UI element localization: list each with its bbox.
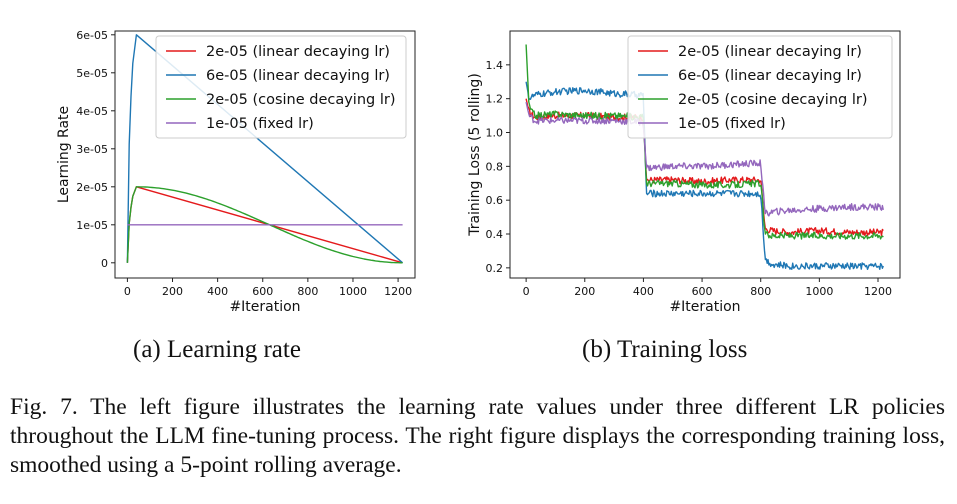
legend-label: 6e-05 (linear decaying lr) [206, 68, 390, 84]
series-line [525, 81, 884, 270]
learning-rate-chart: 0 200 400 600 800 1000 1200 0 1e-05 2e-05 3e-05 4e-… [56, 29, 416, 315]
x-tick-label: 600 [692, 285, 713, 298]
legend-label: 1e-05 (fixed lr) [206, 116, 314, 132]
y-tick-label: 1.0 [486, 127, 504, 140]
y-tick-label: 2e-05 [76, 181, 108, 194]
y-tick-label: 6e-05 [76, 29, 108, 42]
legend-box [627, 35, 893, 139]
y-axis-label: Learning Rate [56, 106, 72, 203]
x-tick-label: 800 [297, 285, 318, 298]
x-tick-label: 400 [207, 285, 228, 298]
x-tick-label: 1200 [384, 285, 412, 298]
x-tick-label: 0 [523, 285, 530, 298]
x-tick-label: 600 [252, 285, 273, 298]
series-line [525, 44, 884, 240]
series-line [525, 101, 884, 217]
legend-label: 2e-05 (linear decaying lr) [206, 44, 390, 60]
y-tick-label: 4e-05 [76, 105, 108, 118]
y-tick-label: 0 [101, 257, 108, 270]
legend-box [155, 35, 407, 139]
y-tick-label: 1.2 [486, 93, 504, 106]
subcaption-a: (a) Learning rate [133, 336, 301, 363]
series-line [126, 186, 403, 264]
legend-label: 6e-05 (linear decaying lr) [678, 68, 862, 84]
legend-label: 2e-05 (linear decaying lr) [678, 44, 862, 60]
x-tick-label: 1200 [864, 285, 892, 298]
x-tick-label: 0 [124, 285, 131, 298]
x-axis-label: #Iteration [229, 299, 300, 315]
x-tick-label: 400 [633, 285, 654, 298]
y-tick-label: 0.4 [486, 228, 504, 241]
figure-caption: Fig. 7. The left figure illustrates the … [10, 394, 945, 478]
y-tick-label: 1e-05 [76, 219, 108, 232]
plot-frame [509, 30, 901, 279]
legend-label: 2e-05 (cosine decaying lr) [678, 92, 867, 108]
legend-label: 1e-05 (fixed lr) [678, 116, 786, 132]
x-tick-label: 1000 [805, 285, 833, 298]
x-axis-label: #Iteration [669, 299, 740, 315]
subcaption-b: (b) Training loss [582, 336, 748, 363]
y-tick-label: 5e-05 [76, 67, 108, 80]
legend-label: 2e-05 (cosine decaying lr) [206, 92, 395, 108]
y-tick-label: 1.4 [486, 59, 504, 72]
y-tick-label: 0.2 [486, 262, 504, 275]
x-tick-label: 800 [750, 285, 771, 298]
y-axis-label: Training Loss (5 rolling) [467, 73, 483, 237]
y-tick-label: 0.8 [486, 160, 504, 173]
x-tick-label: 200 [574, 285, 595, 298]
y-tick-label: 3e-05 [76, 143, 108, 156]
y-tick-label: 0.6 [486, 194, 504, 207]
plot-frame [114, 30, 416, 279]
x-tick-label: 1000 [339, 285, 367, 298]
x-tick-label: 200 [162, 285, 183, 298]
training-loss-chart: 0 200 400 600 800 1000 1200 0.2 0.4 0.6 0.8 1.0 1.2 1… [467, 30, 901, 315]
